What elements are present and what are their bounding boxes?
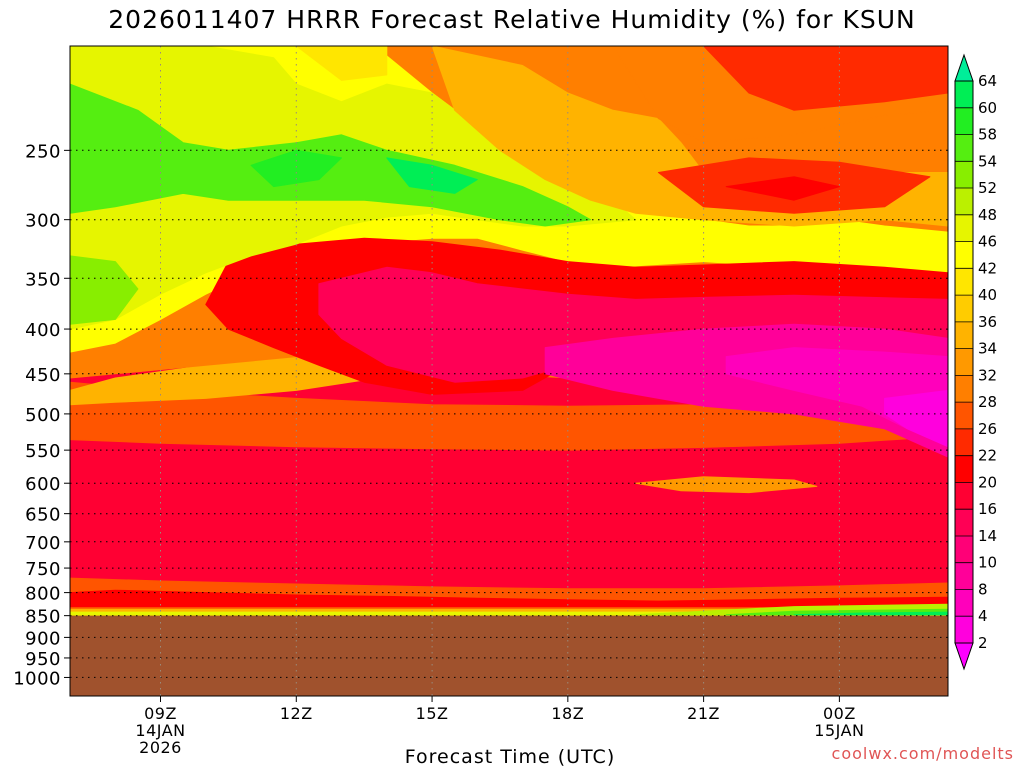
y-tick-label: 850	[25, 607, 61, 628]
x-tick-label: 15Z	[416, 704, 449, 723]
colorbar-label: 46	[978, 233, 997, 251]
colorbar-label: 52	[978, 179, 997, 197]
colorbar-swatch	[955, 214, 973, 243]
rh-band-25	[725, 176, 840, 201]
x-tick-label: 09Z	[144, 704, 177, 723]
colorbar-swatch	[955, 81, 973, 109]
colorbar-legend: 6460585452484642403634322826222016141084…	[954, 53, 997, 671]
colorbar-label: 26	[978, 420, 997, 438]
colorbar-label: 60	[978, 99, 997, 117]
y-tick-label: 300	[25, 211, 61, 232]
colorbar-label: 64	[978, 72, 997, 90]
colorbar-swatch	[955, 241, 973, 269]
colorbar-swatch	[955, 348, 973, 376]
x-tick-label: 12Z	[280, 704, 313, 723]
grid-lines	[70, 46, 948, 696]
y-tick-label: 350	[25, 269, 61, 290]
colorbar-label: 42	[978, 259, 997, 277]
y-tick-label: 600	[25, 474, 61, 495]
plot-frame	[69, 45, 949, 697]
rh-band-26	[70, 83, 591, 227]
y-tick-label: 450	[25, 365, 61, 386]
colorbar-swatch	[955, 134, 973, 162]
colorbar-swatch	[955, 375, 973, 403]
colorbar-label: 14	[978, 527, 997, 545]
rh-band-30	[295, 46, 388, 81]
colorbar-label: 28	[978, 393, 997, 411]
chart-title: 2026011407 HRRR Forecast Relative Humidi…	[108, 5, 915, 34]
colorbar-swatch	[955, 402, 973, 430]
colorbar-swatch	[955, 509, 973, 537]
colorbar-label: 4	[978, 607, 988, 625]
colorbar-swatch	[955, 107, 973, 136]
colorbar-top-arrow	[954, 53, 974, 82]
colorbar-label: 40	[978, 286, 997, 304]
colorbar-swatch	[955, 161, 973, 189]
colorbar-bottom-arrow	[954, 642, 974, 671]
colorbar-label: 8	[978, 581, 988, 599]
colorbar-swatch	[955, 321, 973, 350]
watermark-text: coolwx.com/modelts	[832, 744, 1014, 763]
colorbar-label: 10	[978, 554, 997, 572]
colorbar-swatch	[955, 482, 973, 510]
colorbar-swatch	[955, 295, 973, 323]
colorbar-label: 36	[978, 313, 997, 331]
colorbar-swatch	[955, 616, 973, 644]
x-tick-sublabel: 14JAN	[135, 721, 185, 740]
colorbar-label: 2	[978, 634, 988, 652]
colorbar-swatch	[955, 562, 973, 590]
y-tick-label: 950	[25, 649, 61, 670]
colorbar-label: 20	[978, 473, 997, 491]
rh-band-4	[70, 381, 948, 451]
colorbar-swatch	[955, 589, 973, 617]
y-tick-label: 1000	[13, 668, 61, 689]
below-ground-fill	[70, 615, 948, 696]
rh-band-12	[884, 389, 948, 448]
y-tick-label: 500	[25, 405, 61, 426]
y-tick-label: 250	[25, 141, 61, 162]
colorbar-swatch	[955, 188, 973, 216]
colorbar-swatch	[955, 536, 973, 564]
rh-band-28	[386, 157, 478, 194]
x-tick-label: 18Z	[551, 704, 584, 723]
y-tick-label: 900	[25, 628, 61, 649]
x-tick-sublabel: 15JAN	[814, 721, 864, 740]
rh-band-29	[70, 255, 139, 325]
y-tick-label: 650	[25, 505, 61, 526]
colorbar-swatch	[955, 455, 973, 483]
colorbar-label: 22	[978, 447, 997, 465]
colorbar-swatch	[955, 268, 973, 296]
rh-band-27	[250, 149, 342, 188]
colorbar-swatch	[955, 428, 973, 457]
colorbar-label: 34	[978, 340, 997, 358]
colorbar-label: 16	[978, 500, 997, 518]
rh-band-23	[703, 46, 948, 111]
x-tick-label: 21Z	[687, 704, 720, 723]
y-tick-label: 750	[25, 559, 61, 580]
rh-band-19	[635, 476, 818, 494]
y-axis: 2503003504004505005506006507007508008509…	[13, 141, 70, 689]
y-tick-label: 550	[25, 441, 61, 462]
colorbar-label: 58	[978, 126, 997, 144]
y-tick-label: 800	[25, 584, 61, 605]
y-tick-label: 400	[25, 320, 61, 341]
plot-area	[70, 46, 948, 696]
rh-band-18	[793, 611, 948, 616]
colorbar-label: 54	[978, 152, 997, 170]
y-tick-label: 700	[25, 533, 61, 554]
x-tick-label: 00Z	[823, 704, 856, 723]
colorbar-label: 48	[978, 206, 997, 224]
x-tick-sublabel: 2026	[139, 738, 182, 757]
x-axis-label: Forecast Time (UTC)	[405, 746, 615, 768]
colorbar-label: 32	[978, 366, 997, 384]
rh-contour-fill	[70, 46, 948, 696]
